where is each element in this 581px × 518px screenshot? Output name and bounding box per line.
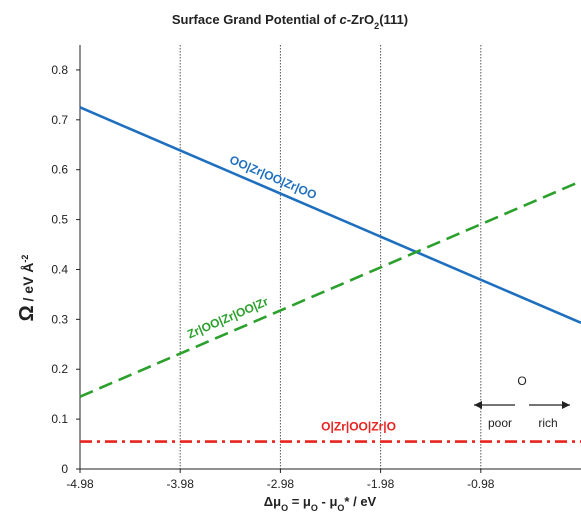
x-tick-label: -1.98 (367, 477, 395, 491)
poor-arrowhead (474, 401, 482, 409)
y-tick-label: 0.6 (51, 163, 68, 177)
series-lines (79, 106, 581, 443)
tick-labels: 0 0.1 0.2 0.3 0.4 0.5 0.6 0.7 0.8 -4.98 -3.98 -2.98… (51, 63, 494, 491)
y-axis-label: Ω / eV Å-2 (16, 255, 38, 322)
y-tick-label: 0 (61, 462, 68, 476)
axes (76, 45, 581, 473)
oxygen-annotation: O poor rich (474, 374, 570, 430)
rich-arrowhead (562, 401, 570, 409)
annotation-poor: poor (488, 416, 512, 430)
y-tick-label: 0.2 (51, 362, 68, 376)
x-tick-label: -0.98 (467, 477, 495, 491)
x-tick-label: -3.98 (167, 477, 195, 491)
y-tick-label: 0.1 (51, 412, 68, 426)
y-tick-label: 0.3 (51, 312, 68, 326)
y-tick-label: 0.8 (51, 63, 68, 77)
series-line-1 (79, 179, 581, 398)
x-tick-label: -2.98 (267, 477, 295, 491)
series-line-0 (79, 106, 581, 325)
x-tick-label: -4.98 (66, 477, 94, 491)
gridlines (179, 45, 482, 469)
chart-title: Surface Grand Potential of c-ZrO2(111) (172, 12, 408, 31)
annotation-element: O (517, 374, 526, 388)
y-tick-label: 0.7 (51, 113, 68, 127)
label-o-zr-oo-zr-o: O|Zr|OO|Zr|O (321, 420, 396, 434)
y-tick-label: 0.5 (51, 213, 68, 227)
annotation-rich: rich (538, 416, 557, 430)
x-axis-label: ΔμO = μO - μO* / eV (264, 494, 377, 513)
y-tick-label: 0.4 (51, 262, 68, 276)
